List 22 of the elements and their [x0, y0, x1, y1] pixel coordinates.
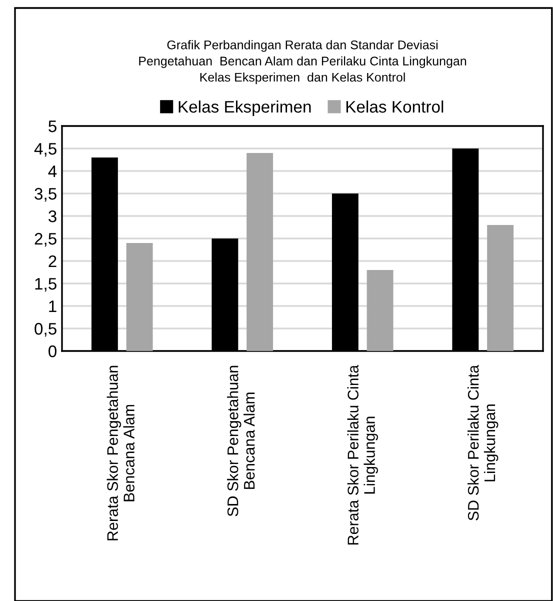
x-tick-label: SD Skor Perilaku Cinta Lingkungan — [468, 364, 498, 520]
x-tick-label: Rerata Skor Pengetahuan Bencana Alam — [106, 366, 134, 540]
y-tick-label: 1,5 — [35, 278, 56, 292]
y-tick-label: 0 — [48, 345, 56, 358]
legend-label: Kelas Kontrol — [346, 100, 444, 113]
bar — [487, 225, 514, 351]
y-tick-label: 2,5 — [34, 232, 56, 247]
y-tick-label: 3 — [48, 210, 56, 222]
legend-label: Kelas Eksperimen — [178, 100, 311, 116]
y-tick-label: 4 — [48, 166, 57, 178]
x-tick-label: Rerata Skor Perilaku Cinta Lingkungan — [347, 364, 378, 544]
bar — [246, 153, 274, 351]
chart-title: Grafik Perbandingan Rerata dan Standar Deviasi Pengetahuan Bencan Alam dan Perilaku Cinta Lingkungan Kelas Eksperimen dan Kelas Kontrol — [139, 40, 466, 84]
y-tick-label: 0,5 — [34, 322, 56, 337]
bar — [366, 270, 394, 351]
y-tick-label: 2 — [48, 255, 56, 268]
y-tick-label: 1 — [49, 300, 56, 312]
bar — [126, 243, 153, 351]
y-tick-label: 5 — [48, 120, 56, 132]
x-tick-label: SD Skor Pengetahuan Bencana Alam — [227, 366, 255, 516]
y-tick-label: 4,5 — [34, 143, 56, 157]
y-tick-label: 3,5 — [34, 188, 56, 202]
